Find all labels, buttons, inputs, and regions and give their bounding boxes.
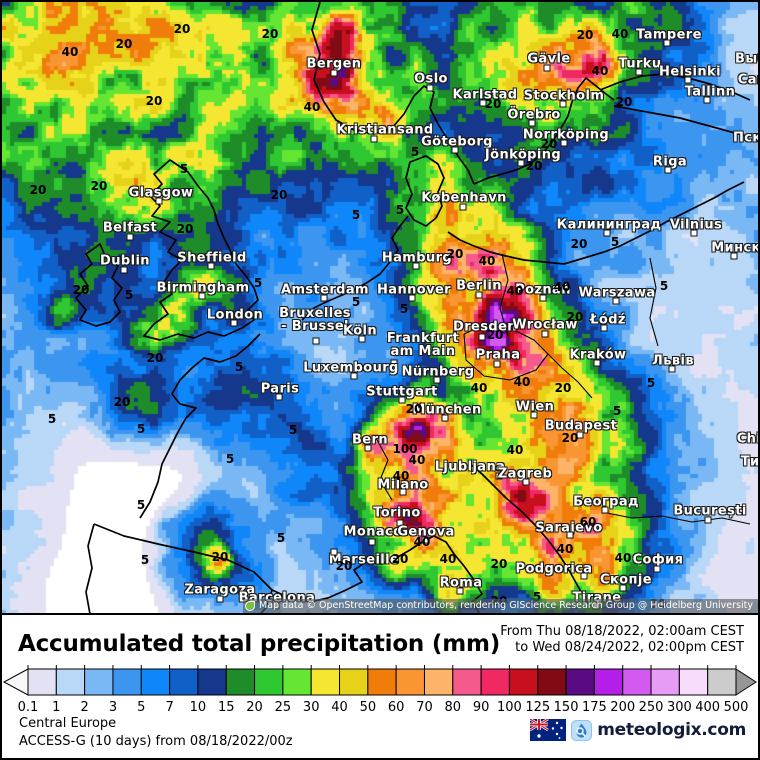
- legend-tick-label: 15: [218, 700, 235, 715]
- legend-tick-label: 50: [360, 700, 377, 715]
- legend-tick-label: 30: [303, 700, 320, 715]
- legend-cell: [310, 668, 341, 696]
- legend-tick-label: 500: [724, 700, 749, 715]
- legend-cell: [282, 668, 312, 696]
- valid-period: From Thu 08/18/2022, 02:00am CEST to Wed…: [500, 624, 744, 656]
- logo-text: meteologix.com: [597, 720, 746, 740]
- legend-cell: [565, 668, 595, 696]
- legend-tick-label: 250: [639, 700, 664, 715]
- legend-tick-label: 3: [109, 700, 117, 715]
- model-info: Central Europe ACCESS-G (10 days) from 0…: [19, 715, 293, 751]
- legend-tick-label: 70: [416, 700, 433, 715]
- legend-cell: [423, 668, 454, 696]
- legend-tick-label: 125: [525, 700, 550, 715]
- page-title: Accumulated total precipitation (mm): [18, 631, 501, 657]
- legend-cell: [622, 668, 652, 696]
- legend-tick-label: 25: [275, 700, 292, 715]
- legend-cell: [593, 668, 624, 696]
- valid-from: From Thu 08/18/2022, 02:00am CEST: [500, 624, 744, 639]
- model-run-label: ACCESS-G (10 days) from 08/18/2022/00z: [19, 734, 293, 749]
- legend-tick-label: 150: [554, 700, 579, 715]
- legend-tick-label: 5: [137, 700, 145, 715]
- legend-cell: [508, 668, 539, 696]
- legend-cell: [452, 668, 482, 696]
- legend-cell: [254, 668, 284, 696]
- legend-tick-label: 300: [667, 700, 692, 715]
- legend-tick-label: 100: [497, 700, 522, 715]
- legend-tick-label: 400: [695, 700, 720, 715]
- legend-tick-label: 175: [582, 700, 607, 715]
- legend-cell: [169, 668, 199, 696]
- legend-cell: [197, 668, 227, 696]
- legend-scale: 0.1 1 2 3 5 7 10 15 20 25 30 40 50 60 70 80 90 100 125 150 1…: [2, 665, 757, 715]
- osm-leaf-icon: [245, 601, 256, 611]
- legend-tick-label: 10: [190, 700, 207, 715]
- legend-cell: [678, 668, 709, 696]
- precipitation-map: Bergen Kristiansand Oslo Gävle Tampere Turku H…: [2, 2, 758, 615]
- legend-tick-label: 7: [165, 700, 173, 715]
- legend-tick-label: 1: [52, 700, 60, 715]
- legend-cell: [339, 668, 369, 696]
- region-label: Central Europe: [19, 716, 117, 731]
- legend-tick-label: 60: [388, 700, 405, 715]
- legend-tick-label: 80: [445, 700, 462, 715]
- legend-cell: [395, 668, 425, 696]
- legend-tick-label: 40: [331, 700, 348, 715]
- color-legend: 0.1 1 2 3 5 7 10 15 20 25 30 40 50 60 70 80 90 100 125 150 1…: [2, 665, 758, 717]
- legend-tick-label: 20: [246, 700, 263, 715]
- legend-cell: [2, 668, 29, 696]
- legend-tick-label: 90: [473, 700, 490, 715]
- precipitation-raster[interactable]: [2, 2, 758, 613]
- legend-cell: [537, 668, 567, 696]
- legend-tick-label: 200: [610, 700, 635, 715]
- meteologix-drop-icon: [571, 719, 593, 741]
- legend-cell: [480, 668, 510, 696]
- meteologix-logo[interactable]: meteologix.com: [530, 719, 746, 741]
- legend-cell: [367, 668, 397, 696]
- legend-tick-label: 2: [80, 700, 88, 715]
- legend-cell: [84, 668, 114, 696]
- legend-cell: [735, 668, 757, 696]
- australia-flag-icon: [530, 719, 567, 741]
- legend-cell: [27, 668, 57, 696]
- legend-cell: [55, 668, 86, 696]
- legend-cell: [650, 668, 680, 696]
- legend-cell: [112, 668, 142, 696]
- legend-tick-label: 0.1: [18, 700, 39, 715]
- valid-to: to Wed 08/24/2022, 02:00pm CEST: [515, 640, 744, 655]
- legend-cell: [225, 668, 256, 696]
- attribution-text: Map data © OpenStreetMap contributors, r…: [259, 600, 753, 611]
- legend-cell: [140, 668, 171, 696]
- map-attribution: Map data © OpenStreetMap contributors, r…: [243, 599, 758, 613]
- legend-cell: [707, 668, 737, 696]
- map-footer: Accumulated total precipitation (mm) Fro…: [2, 615, 758, 756]
